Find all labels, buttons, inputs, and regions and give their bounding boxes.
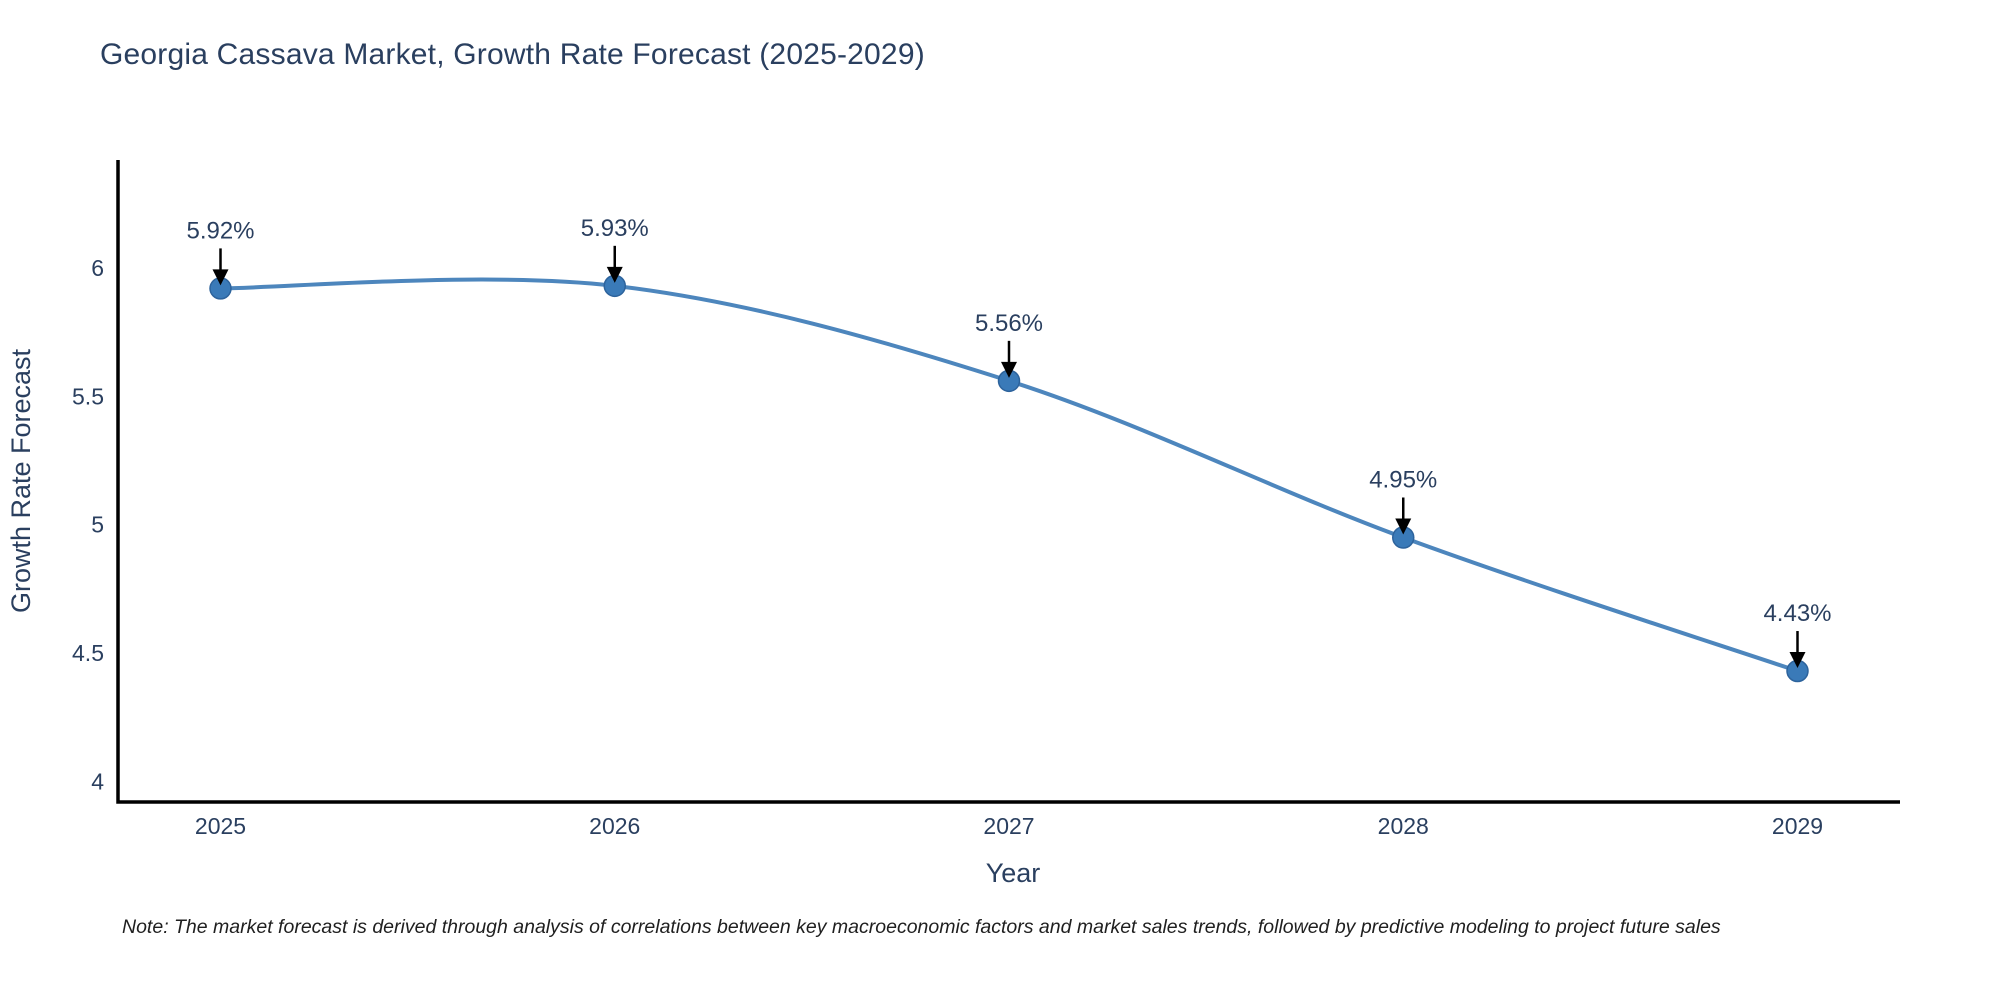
- annotation-arrowhead-icon: [212, 269, 229, 286]
- point-label: 4.95%: [1369, 466, 1437, 493]
- x-axis-tick-label: 2027: [983, 813, 1034, 839]
- point-label: 5.93%: [581, 215, 649, 242]
- trend-line: [218, 277, 1800, 674]
- x-axis-tick-label: 2028: [1378, 813, 1429, 839]
- y-axis-tick-label: 6: [91, 255, 104, 281]
- point-label: 5.92%: [186, 217, 254, 244]
- y-axis-title: Growth Rate Forecast: [6, 348, 36, 613]
- point-label: 4.43%: [1763, 600, 1831, 627]
- x-axis-tick-label: 2026: [589, 813, 640, 839]
- axis-lines: [116, 160, 1900, 804]
- annotation-arrowhead-icon: [606, 266, 623, 283]
- annotation-arrowhead-icon: [1001, 361, 1017, 378]
- annotation-arrowhead-icon: [1395, 518, 1412, 535]
- y-axis-tick-label: 4: [91, 768, 104, 794]
- point-label: 5.56%: [975, 310, 1043, 337]
- x-axis-tick-label: 2025: [195, 813, 246, 839]
- annotation-arrowhead-icon: [1789, 652, 1806, 669]
- x-axis-title: Year: [986, 858, 1041, 888]
- y-axis-tick-label: 5.5: [72, 383, 104, 409]
- footnote: Note: The market forecast is derived thr…: [122, 916, 1721, 938]
- chart-title: Georgia Cassava Market, Growth Rate Fore…: [100, 38, 925, 71]
- y-axis-tick-label: 4.5: [72, 640, 104, 666]
- y-axis-tick-label: 5: [91, 512, 104, 538]
- x-axis-tick-label: 2029: [1772, 813, 1823, 839]
